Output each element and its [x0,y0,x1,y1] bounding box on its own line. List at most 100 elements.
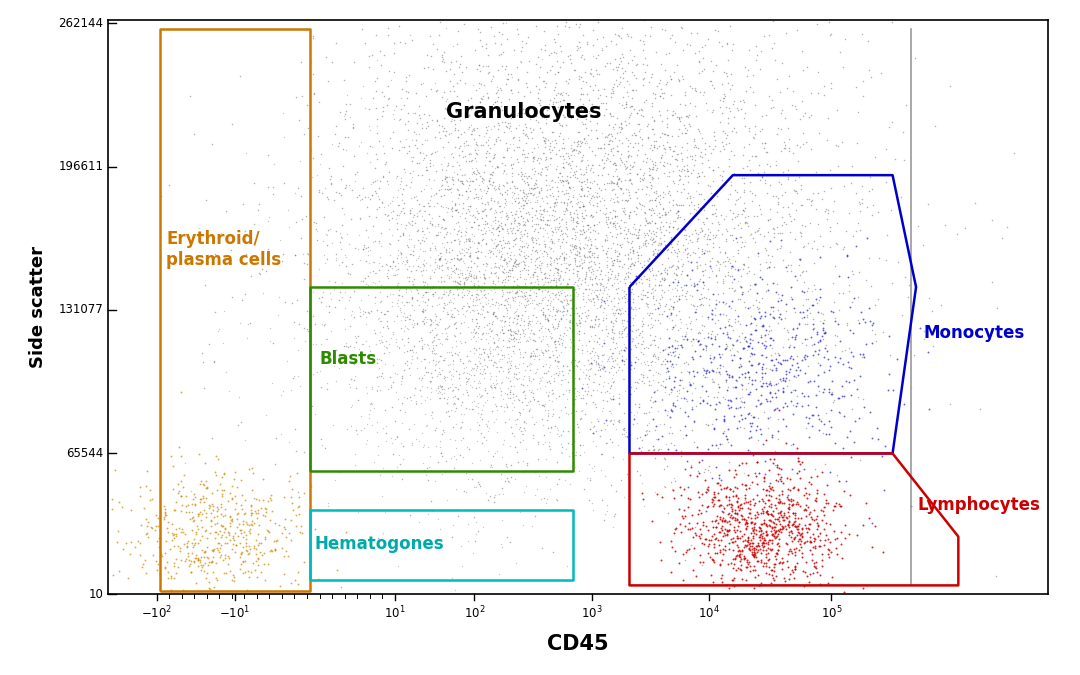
Point [508,183,525,194]
Point [643,338,660,349]
Point [772,294,789,305]
Point [723,261,740,271]
Point [478,219,496,230]
Point [610,388,627,399]
Point [838,432,855,443]
Point [548,213,565,223]
Point [449,132,467,142]
Point [489,349,507,360]
Point [733,413,751,424]
Point [716,128,733,138]
Point [465,231,483,242]
Point [770,199,787,210]
Point [657,481,674,492]
Point [570,127,588,138]
Point [732,337,750,348]
Point [630,399,647,410]
Point [778,27,795,38]
Point [364,266,381,277]
Point [449,174,467,185]
Point [788,558,806,568]
Point [804,421,821,431]
Point [526,153,543,164]
Point [775,143,793,154]
Point [696,194,713,205]
Point [427,356,444,367]
Point [490,200,508,211]
Point [615,202,632,213]
Point [786,334,804,345]
Point [259,150,276,161]
Point [778,219,795,230]
Point [474,413,491,424]
Point [775,375,793,385]
Point [233,295,251,306]
Point [679,238,697,248]
Point [402,177,419,188]
Point [679,256,697,267]
Point [504,234,522,245]
Point [275,178,293,188]
Point [444,254,461,265]
Point [624,92,642,103]
Point [461,176,478,186]
Point [645,225,662,236]
Point [489,84,507,95]
Point [354,80,372,91]
Point [432,448,449,458]
Point [781,484,798,495]
Point [365,456,382,467]
Text: CD45: CD45 [546,634,609,654]
Point [456,485,473,496]
Point [660,130,677,140]
Point [789,520,807,531]
Point [594,448,611,459]
Point [159,527,176,538]
Point [428,340,445,350]
Point [538,134,555,144]
Point [351,344,368,354]
Point [332,236,349,247]
Point [519,323,537,333]
Point [249,205,267,216]
Point [540,324,557,335]
Point [499,271,516,282]
Point [480,288,497,298]
Point [633,357,650,368]
Point [548,303,565,314]
Point [604,88,621,99]
Point [598,437,616,448]
Point [455,389,472,400]
Point [646,229,663,240]
Point [510,257,527,268]
Point [741,284,758,295]
Point [488,245,505,256]
Point [738,384,755,395]
Point [455,203,472,214]
Point [444,245,461,256]
Point [620,249,637,260]
Point [224,481,241,491]
Point [468,383,485,394]
Point [538,376,555,387]
Point [721,512,739,522]
Point [755,518,772,529]
Point [610,78,627,89]
Point [706,331,724,342]
Point [738,480,755,491]
Point [627,304,645,315]
Point [377,435,394,446]
Point [458,247,475,258]
Point [519,310,537,321]
Point [766,558,783,569]
Point [514,213,531,223]
Point [478,394,496,405]
Point [503,186,521,197]
Point [519,170,537,181]
Point [592,448,609,459]
Point [723,180,740,190]
Point [522,333,539,344]
Point [733,545,751,556]
Point [419,442,436,453]
Point [417,258,434,269]
